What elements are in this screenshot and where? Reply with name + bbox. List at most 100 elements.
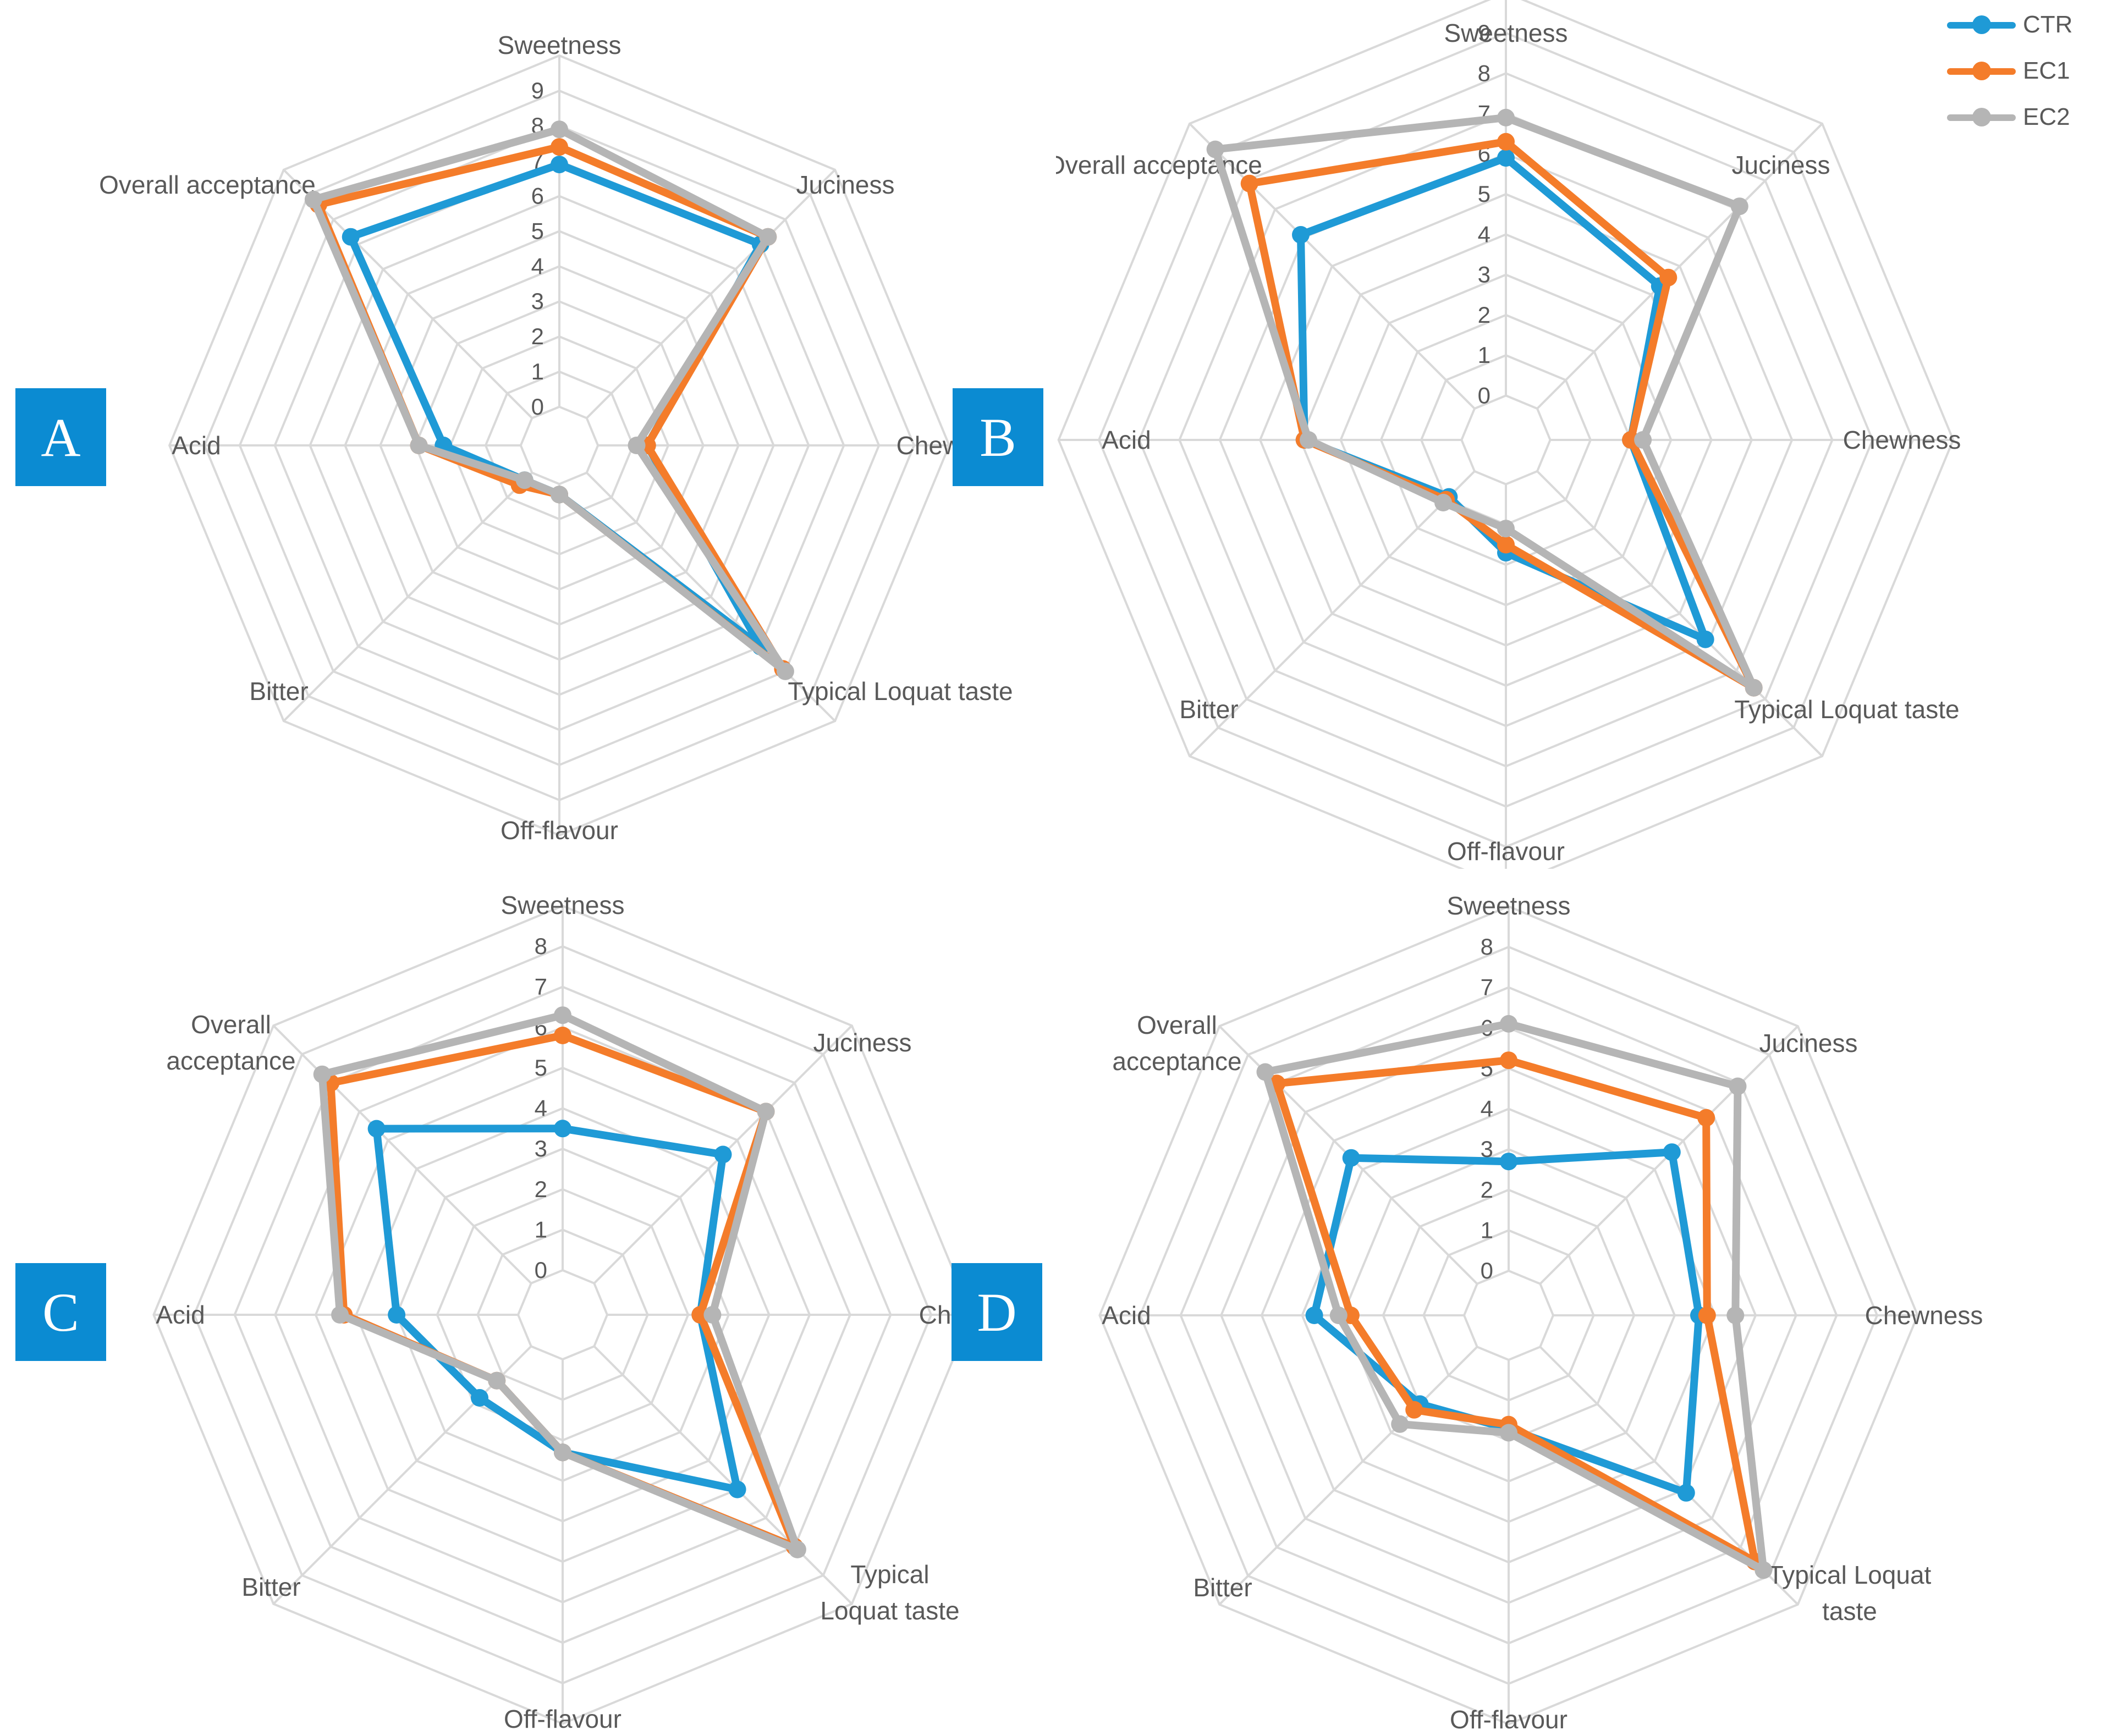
axis-label-bitter: Bitter xyxy=(1179,695,1238,724)
point-ec2-bitter xyxy=(488,1371,506,1390)
point-ctr-acid xyxy=(388,1306,406,1324)
series-ec2 xyxy=(313,1006,806,1558)
point-ec1-bitter xyxy=(1405,1401,1423,1419)
tick-label: 2 xyxy=(1478,302,1491,328)
point-ec2-overall-acceptance xyxy=(313,1065,331,1083)
point-ec2-off-flavour xyxy=(1497,520,1515,538)
point-ec2-bitter xyxy=(515,471,534,489)
point-ec2-acid xyxy=(331,1306,349,1324)
grid-ring xyxy=(519,405,600,486)
axis-label-bitter: Bitter xyxy=(249,677,308,706)
axis-label-sweetness: Sweetness xyxy=(1444,19,1568,47)
legend-label-ec1: EC1 xyxy=(2023,57,2070,84)
point-ctr-sweetness xyxy=(554,1120,571,1138)
grid-spoke xyxy=(283,472,533,722)
tick-label: 3 xyxy=(1478,262,1491,288)
point-ec1-chewness xyxy=(691,1306,710,1324)
grid-spoke xyxy=(586,169,836,419)
grid-ring xyxy=(516,1269,609,1361)
point-ctr-sweetness xyxy=(1497,149,1515,167)
series-line-ctr xyxy=(1297,154,1709,643)
tick-label: 2 xyxy=(535,1176,547,1202)
point-ec1-juciness xyxy=(1659,268,1678,286)
tick-label: 0 xyxy=(1478,382,1491,408)
series-ctr xyxy=(1305,1143,1708,1502)
tick-label: 5 xyxy=(535,1055,547,1081)
tick-label: 5 xyxy=(1478,181,1491,207)
point-ctr-typical-loquat-taste xyxy=(1677,1484,1695,1502)
tick-label: 0 xyxy=(535,1257,547,1283)
point-ec2-bitter xyxy=(1434,494,1452,511)
grid-spoke xyxy=(1536,123,1823,410)
axis-label-off-flavour: Off-flavour xyxy=(1447,837,1565,866)
tick-label: 3 xyxy=(531,288,544,314)
axis-label-overall-acceptance: Overall acceptance xyxy=(1112,1011,1241,1076)
tick-label: 0 xyxy=(531,394,544,420)
point-ec2-sweetness xyxy=(1497,108,1515,126)
point-ec1-chewness xyxy=(1698,1307,1716,1324)
point-ec2-chewness xyxy=(703,1306,722,1324)
axis-labels: Sweetness Juciness Chewness Typical Loquat … xyxy=(1056,19,1961,866)
series-ec2 xyxy=(304,120,794,680)
point-ec2-typical-loquat-taste xyxy=(776,662,794,680)
point-ec1-juciness xyxy=(1697,1109,1715,1127)
point-ec2-off-flavour xyxy=(1500,1424,1517,1442)
point-ec2-overall-acceptance xyxy=(1256,1063,1274,1081)
point-ec2-overall-acceptance xyxy=(304,190,322,208)
point-ec2-acid xyxy=(410,437,428,454)
point-ec2-off-flavour xyxy=(554,1443,571,1462)
point-ctr-acid xyxy=(1305,1307,1323,1324)
axis-label-juciness: Juciness xyxy=(1759,1029,1858,1057)
tick-label: 3 xyxy=(535,1136,547,1161)
radar-grid xyxy=(168,54,951,837)
series-ec1 xyxy=(310,138,792,678)
point-ec2-sweetness xyxy=(551,120,568,139)
point-ec2-typical-loquat-taste xyxy=(1755,1561,1773,1579)
radar-chart-c: 012345678SweetnessJucinessChewnessTypica… xyxy=(152,891,1037,1733)
axis-label-sweetness: Sweetness xyxy=(501,891,624,919)
radar-grid xyxy=(1057,0,1955,869)
tick-label: 2 xyxy=(531,323,544,349)
point-ec2-acid xyxy=(1329,1307,1348,1324)
tick-label: 7 xyxy=(535,974,547,1000)
grid-ring xyxy=(168,54,951,837)
axis-label-off-flavour: Off-flavour xyxy=(1450,1705,1568,1734)
tick-label: 1 xyxy=(1481,1217,1493,1243)
radar-chart-a: 0123456789SweetnessJucinessChewnessTypic… xyxy=(99,31,1014,845)
legend-label-ec2: EC2 xyxy=(2023,103,2070,130)
point-ctr-overall-acceptance xyxy=(367,1120,386,1138)
tick-label: 3 xyxy=(1481,1136,1493,1162)
axis-labels: Sweetness Juciness Chewness Typical Loquat t… xyxy=(1102,891,1983,1734)
axis-label-sweetness: Sweetness xyxy=(1447,891,1570,920)
point-ec1-sweetness xyxy=(554,1027,571,1044)
legend-marker-ctr xyxy=(1972,15,1991,34)
tick-label: 1 xyxy=(1478,342,1491,368)
grid-spoke xyxy=(272,1345,532,1605)
point-ctr-typical-loquat-taste xyxy=(1696,630,1714,648)
grid-spoke xyxy=(1189,123,1476,410)
tick-label: 7 xyxy=(1481,974,1493,1000)
tick-label: 9 xyxy=(1478,20,1491,46)
tick-label: 1 xyxy=(531,359,544,384)
point-ctr-overall-acceptance xyxy=(1342,1149,1360,1167)
tick-label: 8 xyxy=(535,933,547,959)
series-line-ctr xyxy=(1310,1148,1703,1497)
legend-item-ctr: CTR xyxy=(1947,5,2106,52)
point-ec2-juciness xyxy=(1729,1077,1747,1095)
grid-spoke xyxy=(1536,470,1823,757)
tick-label: 0 xyxy=(1481,1258,1493,1283)
point-ec2-overall-acceptance xyxy=(1206,140,1224,158)
tick-label: 1 xyxy=(535,1216,547,1242)
point-ec2-sweetness xyxy=(554,1006,571,1024)
radar-chart-d: 012345678SweetnessJucinessChewnessTypica… xyxy=(1098,891,1983,1734)
axis-label-typical-loquat-taste: Typical Loquat taste xyxy=(1768,1561,1932,1625)
grid-ring xyxy=(1462,1269,1555,1362)
series-ec1 xyxy=(1240,133,1763,697)
axis-label-chewness: Chewness xyxy=(1865,1301,1983,1330)
point-ctr-overall-acceptance xyxy=(342,228,360,246)
point-ctr-typical-loquat-taste xyxy=(728,1480,746,1498)
